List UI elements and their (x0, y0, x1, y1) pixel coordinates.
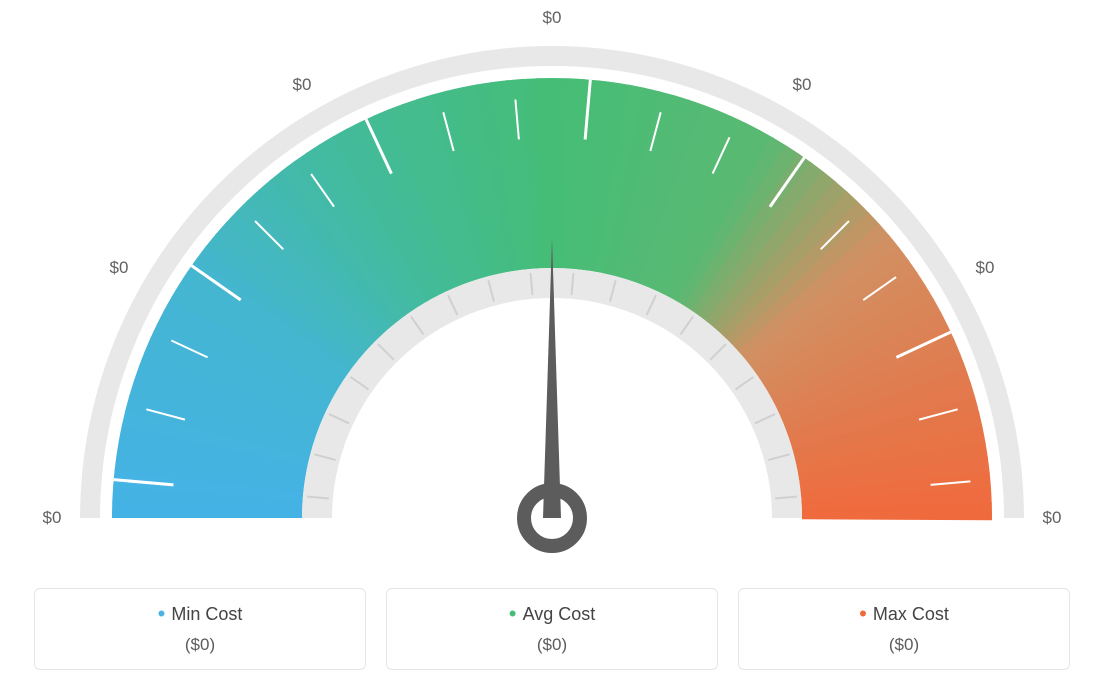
legend-card-avg: Avg Cost ($0) (386, 588, 718, 670)
gauge-scale-label: $0 (793, 75, 812, 95)
legend-card-min: Min Cost ($0) (34, 588, 366, 670)
legend-value-max: ($0) (739, 635, 1069, 655)
legend-row: Min Cost ($0) Avg Cost ($0) Max Cost ($0… (34, 588, 1070, 670)
gauge-scale-label: $0 (543, 8, 562, 28)
gauge-scale-label: $0 (293, 75, 312, 95)
legend-card-max: Max Cost ($0) (738, 588, 1070, 670)
legend-label-min: Min Cost (35, 601, 365, 627)
gauge-scale-label: $0 (1043, 508, 1062, 528)
gauge-scale-label: $0 (110, 258, 129, 278)
gauge-svg (42, 18, 1062, 578)
legend-value-min: ($0) (35, 635, 365, 655)
legend-value-avg: ($0) (387, 635, 717, 655)
gauge-scale-label: $0 (43, 508, 62, 528)
legend-label-max: Max Cost (739, 601, 1069, 627)
cost-gauge-chart: $0$0$0$0$0$0$0 (42, 18, 1062, 558)
gauge-scale-label: $0 (976, 258, 995, 278)
legend-label-avg: Avg Cost (387, 601, 717, 627)
